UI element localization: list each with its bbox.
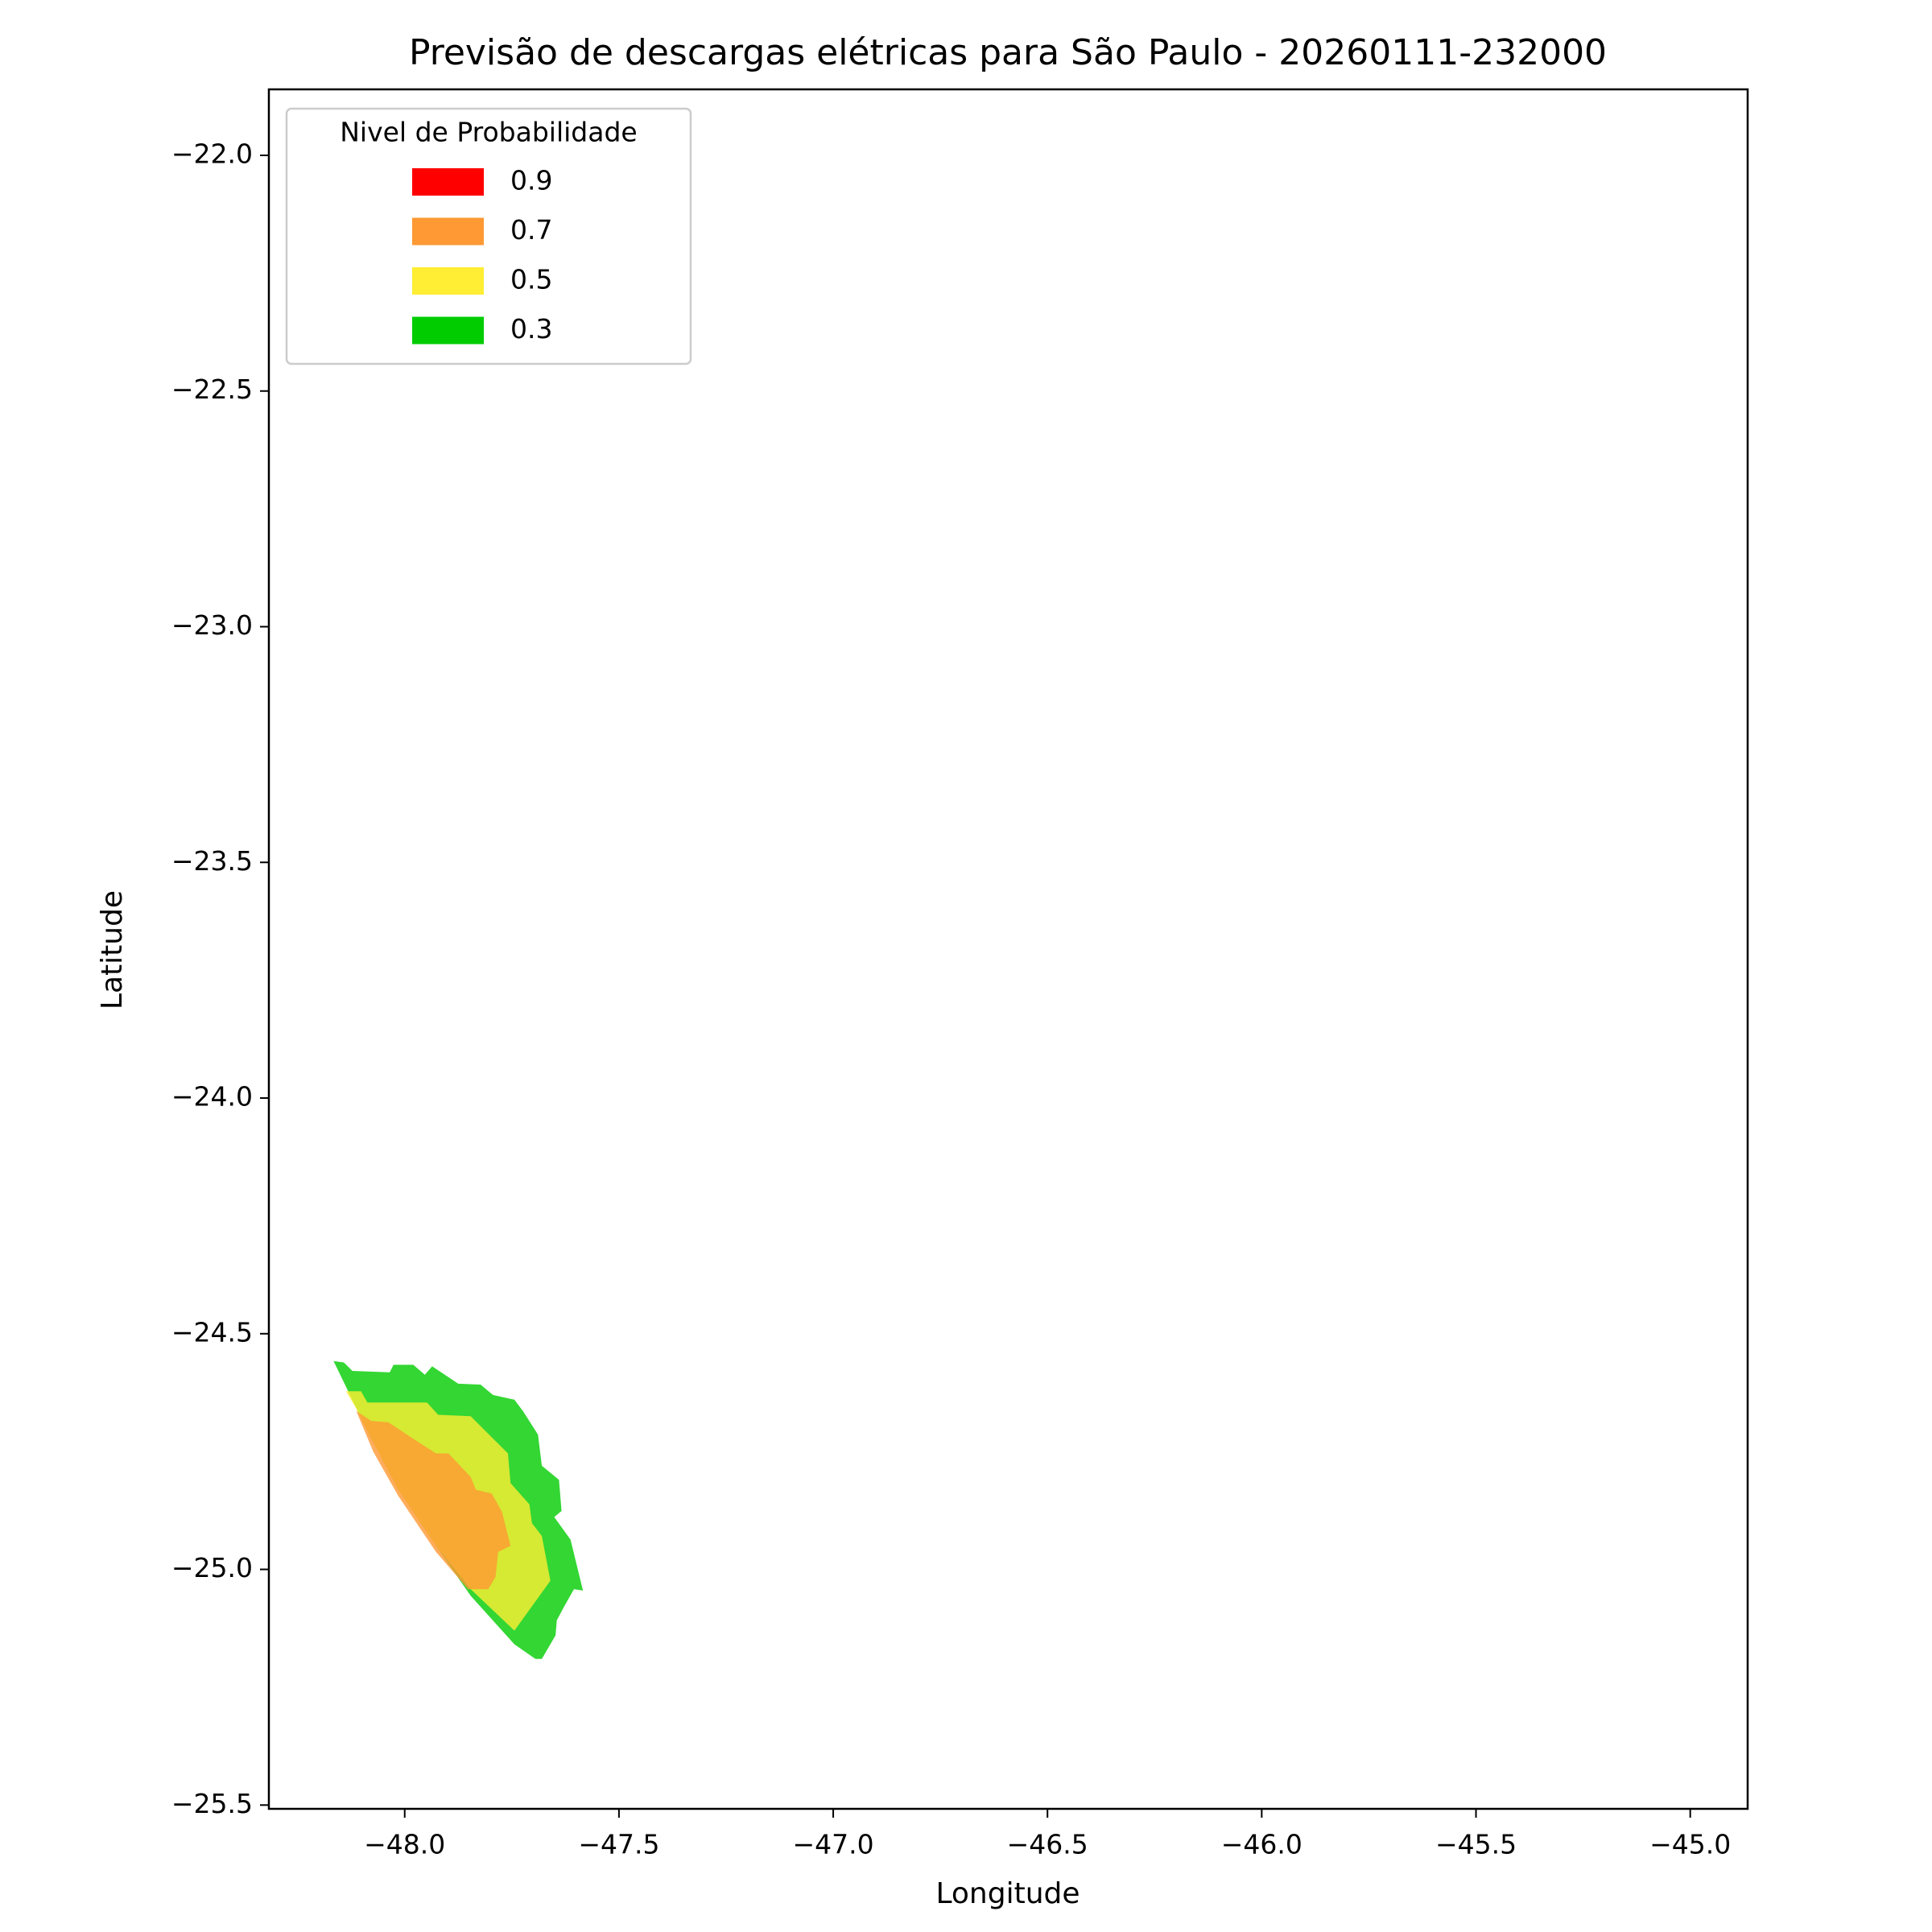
legend-swatch xyxy=(412,168,484,196)
contour-region xyxy=(356,1410,511,1590)
plot-frame xyxy=(267,88,1749,1810)
legend-swatch xyxy=(412,267,484,295)
x-tick-label: −46.5 xyxy=(1007,1829,1088,1860)
legend-title: Nivel de Probabilidade xyxy=(340,117,637,148)
x-tick-label: −47.5 xyxy=(578,1829,659,1860)
legend-label: 0.3 xyxy=(510,313,552,345)
x-tick-label: −48.0 xyxy=(364,1829,445,1860)
x-tick-label: −46.0 xyxy=(1221,1829,1302,1860)
y-tick-label: −23.0 xyxy=(171,609,253,641)
legend-label: 0.9 xyxy=(510,165,552,196)
y-tick-label: −24.0 xyxy=(171,1081,253,1113)
y-tick-label: −22.5 xyxy=(171,374,253,405)
y-tick-label: −25.5 xyxy=(171,1788,253,1819)
legend-box xyxy=(285,107,692,365)
y-tick-label: −23.5 xyxy=(171,845,253,877)
legend-swatch xyxy=(412,316,484,345)
x-tick-label: −47.0 xyxy=(792,1829,873,1860)
legend-label: 0.5 xyxy=(510,264,552,295)
y-tick-label: −25.0 xyxy=(171,1552,253,1583)
legend-swatch xyxy=(412,217,484,246)
chart-title: Previsão de descargas elétricas para São… xyxy=(409,32,1607,73)
x-axis-label: Longitude xyxy=(935,1877,1080,1910)
y-axis-label: Latitude xyxy=(96,890,129,1009)
x-tick-label: −45.0 xyxy=(1649,1829,1731,1860)
y-tick-label: −24.5 xyxy=(171,1316,253,1348)
x-tick-label: −45.5 xyxy=(1435,1829,1517,1860)
y-tick-label: −22.0 xyxy=(171,138,253,169)
legend-label: 0.7 xyxy=(510,214,552,246)
